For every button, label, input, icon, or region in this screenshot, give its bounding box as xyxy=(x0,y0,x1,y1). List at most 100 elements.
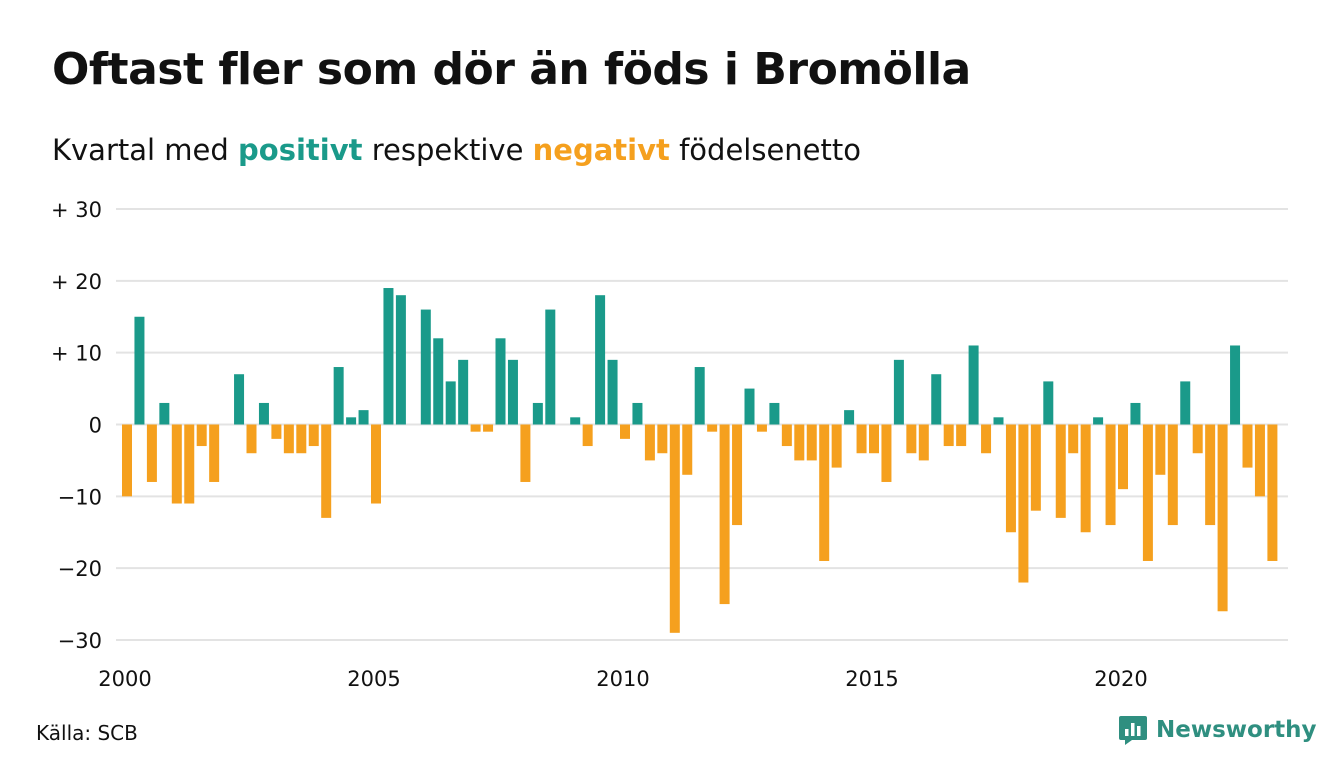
bar-2005-q1 xyxy=(371,424,381,504)
y-tick-label: −30 xyxy=(58,629,102,653)
chart-title: Oftast fler som dör än föds i Bromölla xyxy=(52,44,971,95)
bar-2019-q2 xyxy=(1080,424,1091,533)
bar-2018-q3 xyxy=(1043,381,1054,425)
bar-2004-q4 xyxy=(358,410,369,425)
bar-2010-q4 xyxy=(657,424,668,454)
bar-2000-q1 xyxy=(122,424,132,497)
x-axis-ticks: 2000 2005 2010 2015 2020 xyxy=(98,667,1147,691)
bar-2011-q4 xyxy=(707,424,718,432)
bar-2001-q1 xyxy=(171,424,182,504)
bar-2008-q3 xyxy=(545,309,556,425)
bar-2007-q3 xyxy=(495,338,506,425)
bars xyxy=(122,288,1278,633)
bar-2016-q1 xyxy=(918,424,929,461)
bar-2018-q1 xyxy=(1018,424,1029,583)
bar-2000-q2 xyxy=(134,316,145,425)
bar-2003-q4 xyxy=(308,424,319,447)
bar-2020-q4 xyxy=(1155,424,1166,475)
bar-2017-q1 xyxy=(968,345,979,425)
bar-2021-q1 xyxy=(1167,424,1178,526)
y-tick-label: 0 xyxy=(89,414,102,438)
bar-2014-q3 xyxy=(844,410,855,425)
bar-2013-q2 xyxy=(781,424,792,447)
bar-2016-q4 xyxy=(956,424,967,447)
brand-logo: Newsworthy xyxy=(1118,714,1317,746)
bar-2010-q3 xyxy=(644,424,655,461)
bar-2023-q1 xyxy=(1267,424,1278,561)
x-tick-label: 2010 xyxy=(596,667,649,691)
chart-subtitle: Kvartal med positivt respektive negativt… xyxy=(52,133,861,167)
bar-2005-q3 xyxy=(395,295,406,425)
bar-2006-q3 xyxy=(445,381,456,425)
y-tick-label: −10 xyxy=(58,485,102,509)
bar-2003-q3 xyxy=(296,424,307,454)
bar-2001-q4 xyxy=(209,424,220,482)
bar-chart-logo-icon xyxy=(1119,716,1147,745)
bar-2007-q2 xyxy=(483,424,494,432)
x-tick-label: 2005 xyxy=(347,667,400,691)
bar-2009-q1 xyxy=(570,417,581,425)
bar-2003-q1 xyxy=(271,424,282,439)
bar-2012-q2 xyxy=(732,424,743,526)
bar-2002-q2 xyxy=(234,374,245,425)
bar-2001-q2 xyxy=(184,424,195,504)
bar-2021-q4 xyxy=(1205,424,1216,526)
bar-2019-q1 xyxy=(1068,424,1079,454)
bar-2022-q3 xyxy=(1242,424,1253,468)
bar-2022-q4 xyxy=(1254,424,1265,497)
bar-2019-q3 xyxy=(1093,417,1104,425)
bar-2001-q3 xyxy=(196,424,207,447)
bar-2009-q4 xyxy=(607,359,618,425)
subtitle-prefix: Kvartal med xyxy=(52,133,239,167)
bar-2021-q3 xyxy=(1192,424,1203,454)
bar-2010-q1 xyxy=(620,424,630,439)
bar-2016-q2 xyxy=(931,374,942,425)
bar-2011-q3 xyxy=(694,367,705,425)
bar-2014-q1 xyxy=(819,424,830,561)
bar-2012-q3 xyxy=(744,388,755,425)
bar-2008-q1 xyxy=(520,424,531,482)
bar-2015-q4 xyxy=(906,424,917,454)
bar-2008-q2 xyxy=(532,402,543,425)
bar-2006-q2 xyxy=(433,338,444,425)
bar-2007-q1 xyxy=(470,424,481,432)
bar-2022-q1 xyxy=(1217,424,1228,612)
bar-2014-q4 xyxy=(856,424,867,454)
bar-2004-q3 xyxy=(346,417,357,425)
bar-2015-q2 xyxy=(881,424,892,482)
x-tick-label: 2015 xyxy=(845,667,898,691)
bar-2004-q2 xyxy=(333,367,344,425)
bar-2004-q1 xyxy=(321,424,332,518)
bar-2000-q3 xyxy=(146,424,157,482)
y-tick-label: −20 xyxy=(58,557,102,581)
bar-2020-q1 xyxy=(1118,424,1128,490)
bar-2016-q3 xyxy=(943,424,954,447)
bar-2006-q4 xyxy=(458,359,469,425)
bar-2006-q1 xyxy=(420,309,431,425)
bar-2017-q3 xyxy=(993,417,1004,425)
bar-2011-q2 xyxy=(682,424,693,475)
y-tick-label: + 20 xyxy=(51,270,102,294)
bar-2017-q2 xyxy=(981,424,992,454)
subtitle-negative-label: negativt xyxy=(532,133,670,167)
x-tick-label: 2020 xyxy=(1094,667,1147,691)
subtitle-middle: respektive xyxy=(362,133,533,167)
bar-2012-q1 xyxy=(719,424,730,605)
bar-2013-q3 xyxy=(794,424,805,461)
bar-2000-q4 xyxy=(159,402,170,425)
bar-2007-q4 xyxy=(507,359,518,425)
bar-2018-q4 xyxy=(1055,424,1066,518)
bar-2002-q3 xyxy=(246,424,257,454)
bar-2015-q3 xyxy=(893,359,904,425)
y-axis-ticks: + 30 + 20 + 10 0 −10 −20 −30 xyxy=(51,198,102,653)
subtitle-suffix: födelsenetto xyxy=(669,133,861,167)
bar-2018-q2 xyxy=(1030,424,1041,511)
bar-2009-q3 xyxy=(595,295,606,425)
bar-2020-q3 xyxy=(1142,424,1153,561)
brand-name: Newsworthy xyxy=(1156,717,1317,743)
y-tick-label: + 10 xyxy=(51,342,102,366)
bar-2009-q2 xyxy=(582,424,593,447)
y-tick-label: + 30 xyxy=(51,198,102,222)
bar-2021-q2 xyxy=(1180,381,1191,425)
